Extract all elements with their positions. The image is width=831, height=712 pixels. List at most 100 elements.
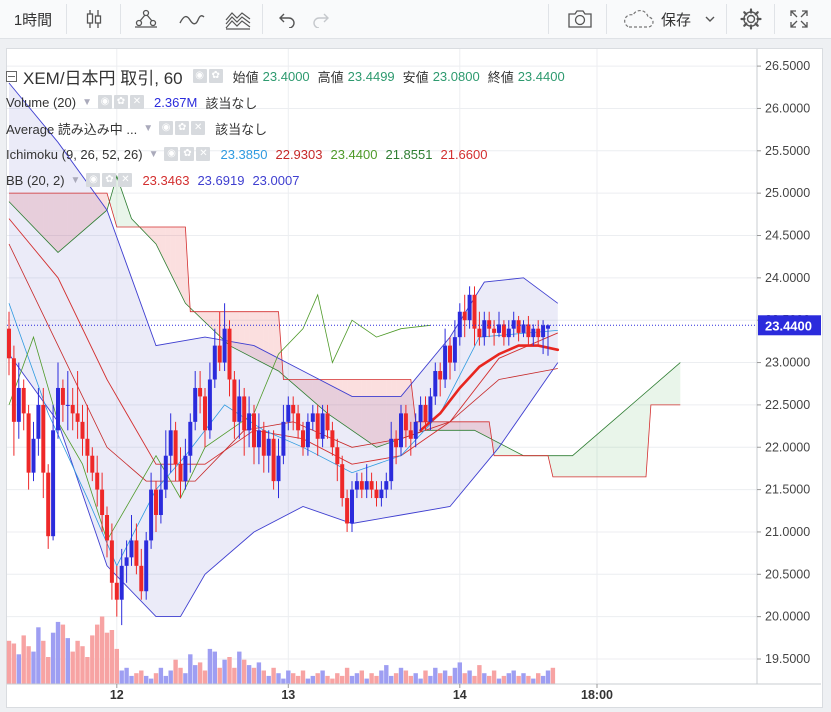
ichimoku-indicator-name[interactable]: Ichimoku (9, 26, 52, 26) — [6, 146, 143, 162]
average-indicator-name[interactable]: Average 読み込み中 ... — [6, 121, 138, 137]
volume-note: 該当なし — [205, 95, 258, 111]
ichimoku-cloud-segment — [180, 227, 186, 304]
symbol-label: XEM/日本円 取引, 60 — [23, 68, 183, 88]
eye-icon[interactable]: ◉ — [86, 173, 101, 187]
ichimoku-cloud-segment — [82, 193, 88, 232]
y-tick-label: 25.0000 — [765, 186, 810, 200]
indicators-button[interactable] — [122, 0, 170, 38]
close-icon[interactable]: ✕ — [130, 95, 144, 109]
volume-bar — [393, 673, 399, 684]
save-button[interactable]: 保存 — [612, 0, 724, 38]
redo-icon — [313, 13, 329, 28]
redo-button[interactable] — [304, 0, 338, 38]
ichimoku-cloud-segment — [317, 379, 323, 410]
candle-body — [384, 481, 389, 490]
gear-icon[interactable]: ✿ — [180, 147, 195, 161]
ichimoku-cloud-segment — [38, 193, 44, 238]
volume-bar — [163, 675, 168, 684]
toolbar: 1時間 保存 — [0, 0, 831, 39]
candle-body — [472, 294, 477, 329]
gear-icon[interactable]: ✿ — [114, 95, 128, 109]
volume-indicator-name[interactable]: Volume (20) — [6, 94, 77, 110]
candle-body — [188, 421, 193, 456]
ichimoku-cloud-segment — [587, 438, 593, 477]
gear-icon[interactable]: ✿ — [208, 69, 223, 83]
candle-body — [531, 328, 536, 338]
ichimoku-cloud-segment — [621, 409, 627, 477]
volume-bar — [217, 667, 222, 684]
eye-icon[interactable]: ◉ — [159, 121, 174, 135]
chevron-down-icon[interactable]: ▼ — [143, 122, 154, 134]
ichimoku-cloud-segment — [469, 421, 475, 431]
ichimoku-cloud-segment — [87, 193, 93, 228]
ichimoku-cloud-segment — [72, 193, 78, 240]
ichimoku-cloud-segment — [254, 311, 259, 361]
volume-bar — [158, 667, 164, 684]
candle-body — [310, 413, 315, 422]
eye-icon[interactable]: ◉ — [164, 147, 179, 161]
eye-icon[interactable]: ◉ — [98, 95, 112, 109]
toolbar-divider — [606, 4, 607, 34]
volume-bar — [310, 675, 315, 684]
candle-body — [389, 438, 394, 482]
y-tick-label: 21.0000 — [765, 525, 810, 539]
open-value: 23.4000 — [262, 68, 310, 84]
chart-style-button[interactable] — [68, 0, 120, 38]
ichimoku-cloud-segment — [327, 379, 333, 417]
volume-bar — [354, 673, 360, 684]
settings-button[interactable] — [730, 0, 772, 38]
volume-bar — [99, 616, 105, 684]
candle-body — [261, 430, 266, 456]
y-tick-label: 19.5000 — [765, 652, 810, 666]
candle-body — [379, 489, 384, 499]
volume-bar — [144, 675, 149, 684]
ichimoku-cloud-segment — [209, 311, 215, 332]
chevron-down-icon[interactable]: ▼ — [148, 148, 159, 160]
candle-body — [173, 430, 178, 465]
candle-body — [536, 328, 541, 338]
candle-body — [80, 421, 85, 439]
gear-icon[interactable]: ✿ — [175, 121, 190, 135]
ichimoku-cloud-segment — [146, 227, 152, 239]
volume-bar — [438, 673, 443, 684]
volume-bar — [286, 670, 291, 684]
pattern-tool-button[interactable] — [218, 0, 258, 38]
candle-body — [369, 481, 374, 490]
close-icon[interactable]: ✕ — [191, 121, 206, 135]
bb-mid-value: 23.3463 — [142, 172, 190, 188]
volume-bar — [516, 675, 521, 684]
fullscreen-button[interactable] — [778, 0, 820, 38]
bb-band-fill — [9, 83, 558, 617]
chevron-down-icon — [705, 16, 715, 22]
volume-bar — [139, 670, 144, 684]
candle-body — [428, 396, 433, 422]
candle-body — [183, 455, 188, 482]
volume-bar — [202, 670, 208, 684]
ichimoku-span-b-line — [9, 192, 681, 478]
eye-icon[interactable]: ◉ — [192, 69, 207, 83]
snapshot-button[interactable] — [558, 0, 602, 38]
interval-selector[interactable]: 1時間 — [0, 0, 66, 38]
candle-body — [413, 421, 418, 439]
ichimoku-cloud-segment — [636, 396, 642, 477]
candle-body — [452, 337, 457, 363]
chevron-down-icon[interactable]: ▼ — [82, 96, 92, 108]
ichimoku-cloud-segment — [513, 450, 519, 456]
ichimoku-cloud-segment — [352, 379, 357, 434]
candle-body — [85, 438, 90, 456]
volume-bar — [403, 670, 409, 684]
chevron-down-icon[interactable]: ▼ — [70, 174, 81, 186]
undo-icon — [279, 13, 295, 28]
candle-body — [36, 404, 41, 439]
gear-icon[interactable]: ✿ — [102, 173, 117, 187]
bb-indicator-name[interactable]: BB (20, 2) — [6, 172, 65, 188]
undo-button[interactable] — [270, 0, 304, 38]
close-icon[interactable]: ✕ — [118, 173, 133, 187]
close-icon[interactable]: ✕ — [196, 147, 211, 161]
candle-body — [345, 498, 350, 524]
collapse-icon[interactable] — [6, 70, 17, 82]
volume-bar — [496, 678, 502, 684]
bb-lower-line — [8, 353, 559, 618]
line-tool-button[interactable] — [172, 0, 212, 38]
